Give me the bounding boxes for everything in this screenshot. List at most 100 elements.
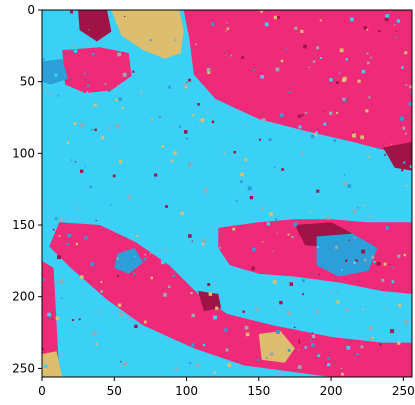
heatmap-region-tan — [42, 351, 63, 377]
heatmap-speckle — [363, 204, 365, 207]
heatmap-speckle — [311, 332, 313, 334]
heatmap-speckle — [184, 85, 188, 89]
heatmap-speckle — [232, 227, 236, 231]
heatmap-speckle — [269, 352, 274, 356]
heatmap-speckle — [309, 339, 311, 341]
heatmap-speckle — [70, 159, 73, 161]
heatmap-speckle — [308, 66, 310, 69]
heatmap-speckle — [141, 25, 146, 29]
heatmap-speckle — [362, 308, 364, 311]
heatmap-region-pink — [62, 47, 132, 94]
heatmap-speckle — [405, 184, 408, 187]
heatmap-speckle — [215, 306, 219, 310]
heatmap-speckle — [368, 326, 373, 331]
heatmap-speckle — [71, 49, 73, 51]
heatmap-speckle — [232, 109, 236, 113]
heatmap-speckle — [340, 367, 343, 370]
heatmap-speckle — [219, 247, 222, 249]
heatmap-speckle — [211, 46, 213, 48]
heatmap-speckle — [317, 354, 321, 357]
heatmap-speckle — [191, 313, 195, 318]
heatmap-speckle — [371, 336, 374, 339]
heatmap-speckle — [151, 118, 154, 121]
heatmap-speckle — [95, 220, 97, 222]
heatmap-speckle — [265, 357, 268, 359]
heatmap-speckle — [191, 240, 193, 242]
heatmap-speckle — [371, 255, 375, 259]
heatmap-speckle — [189, 361, 192, 364]
heatmap-speckle — [259, 138, 262, 141]
heatmap-speckle — [318, 273, 320, 276]
heatmap-speckle — [279, 113, 284, 117]
heatmap-speckle — [287, 233, 290, 236]
heatmap-speckle — [345, 58, 348, 61]
heatmap-speckle — [80, 275, 84, 279]
heatmap-speckle — [363, 258, 367, 262]
heatmap-speckle — [173, 136, 175, 139]
heatmap-speckle — [395, 211, 399, 214]
heatmap-speckle — [207, 283, 211, 286]
heatmap-speckle — [188, 78, 191, 82]
heatmap-speckle — [195, 125, 196, 127]
heatmap-speckle — [58, 235, 61, 237]
heatmap-speckle — [401, 169, 404, 172]
heatmap-speckle — [403, 320, 406, 322]
heatmap-speckle — [119, 160, 123, 164]
heatmap-speckle — [133, 255, 136, 258]
heatmap-speckle — [123, 362, 128, 366]
heatmap-speckle — [293, 222, 298, 227]
heatmap-speckle — [343, 181, 348, 185]
heatmap-speckle — [291, 236, 294, 239]
plot-frame — [41, 9, 413, 378]
heatmap-speckle — [377, 147, 380, 150]
heatmap-speckle — [90, 262, 95, 267]
heatmap-speckle — [301, 279, 305, 283]
heatmap-speckle — [394, 24, 396, 26]
heatmap-speckle — [323, 122, 327, 126]
heatmap-speckle — [347, 184, 352, 188]
heatmap-speckle — [308, 238, 311, 241]
heatmap-speckle — [370, 56, 372, 59]
heatmap-speckle — [89, 346, 93, 350]
heatmap-speckle — [44, 364, 48, 368]
heatmap-speckle — [165, 205, 168, 208]
heatmap-speckle — [225, 30, 227, 32]
heatmap-speckle — [212, 151, 215, 155]
heatmap-speckle — [224, 328, 228, 332]
x-axis: 0 50 100 150 200 250 — [38, 377, 415, 398]
heatmap-speckle — [319, 19, 322, 22]
heatmap-speckle — [42, 58, 45, 61]
heatmap-speckle — [381, 278, 385, 282]
heatmap-region-crimson — [198, 291, 222, 312]
heatmap-speckle — [302, 293, 305, 296]
heatmap-speckle — [115, 124, 120, 129]
heatmap-speckle — [89, 185, 93, 189]
heatmap-speckle — [316, 46, 320, 50]
heatmap-speckle — [365, 109, 369, 113]
heatmap-speckle — [143, 258, 147, 261]
heatmap-speckle — [251, 266, 255, 271]
heatmap-speckle — [275, 218, 278, 221]
heatmap-speckle — [276, 232, 278, 234]
heatmap-speckle — [132, 70, 135, 73]
heatmap-speckle — [134, 91, 138, 95]
x-tick-label: 50 — [107, 384, 122, 398]
heatmap-speckle — [404, 51, 408, 55]
heatmap-speckle — [100, 281, 103, 284]
heatmap-speckle — [313, 133, 318, 137]
heatmap-region-pink — [183, 10, 412, 161]
heatmap-speckle — [208, 292, 212, 296]
heatmap-speckle — [55, 316, 60, 321]
heatmap-speckle — [304, 111, 307, 114]
heatmap-speckle — [197, 103, 200, 106]
heatmap-speckle — [70, 10, 73, 14]
heatmap-speckle — [339, 48, 344, 53]
heatmap-speckle — [192, 114, 195, 117]
heatmap-speckle — [348, 239, 350, 241]
heatmap-speckle — [42, 278, 45, 281]
heatmap-speckle — [133, 273, 135, 275]
heatmap-speckle — [149, 252, 151, 255]
heatmap-speckle — [257, 359, 260, 361]
heatmap-speckle — [150, 276, 153, 280]
heatmap-speckle — [334, 245, 338, 249]
